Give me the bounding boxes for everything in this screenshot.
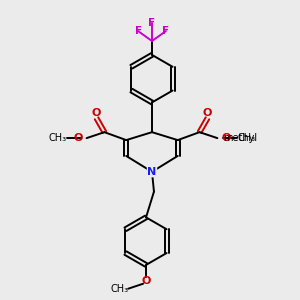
Text: O: O xyxy=(92,108,101,118)
Text: F: F xyxy=(134,26,142,36)
Text: CH₃: CH₃ xyxy=(110,284,128,294)
Text: F: F xyxy=(148,18,155,28)
Text: CH₃: CH₃ xyxy=(49,133,67,143)
Text: O: O xyxy=(203,108,212,118)
Text: O: O xyxy=(221,133,231,143)
Text: CH₃: CH₃ xyxy=(237,133,255,143)
Text: N: N xyxy=(147,167,157,177)
Text: F: F xyxy=(162,26,169,36)
Text: methyl: methyl xyxy=(223,133,257,143)
Text: O: O xyxy=(141,276,151,286)
Text: O: O xyxy=(73,133,83,143)
